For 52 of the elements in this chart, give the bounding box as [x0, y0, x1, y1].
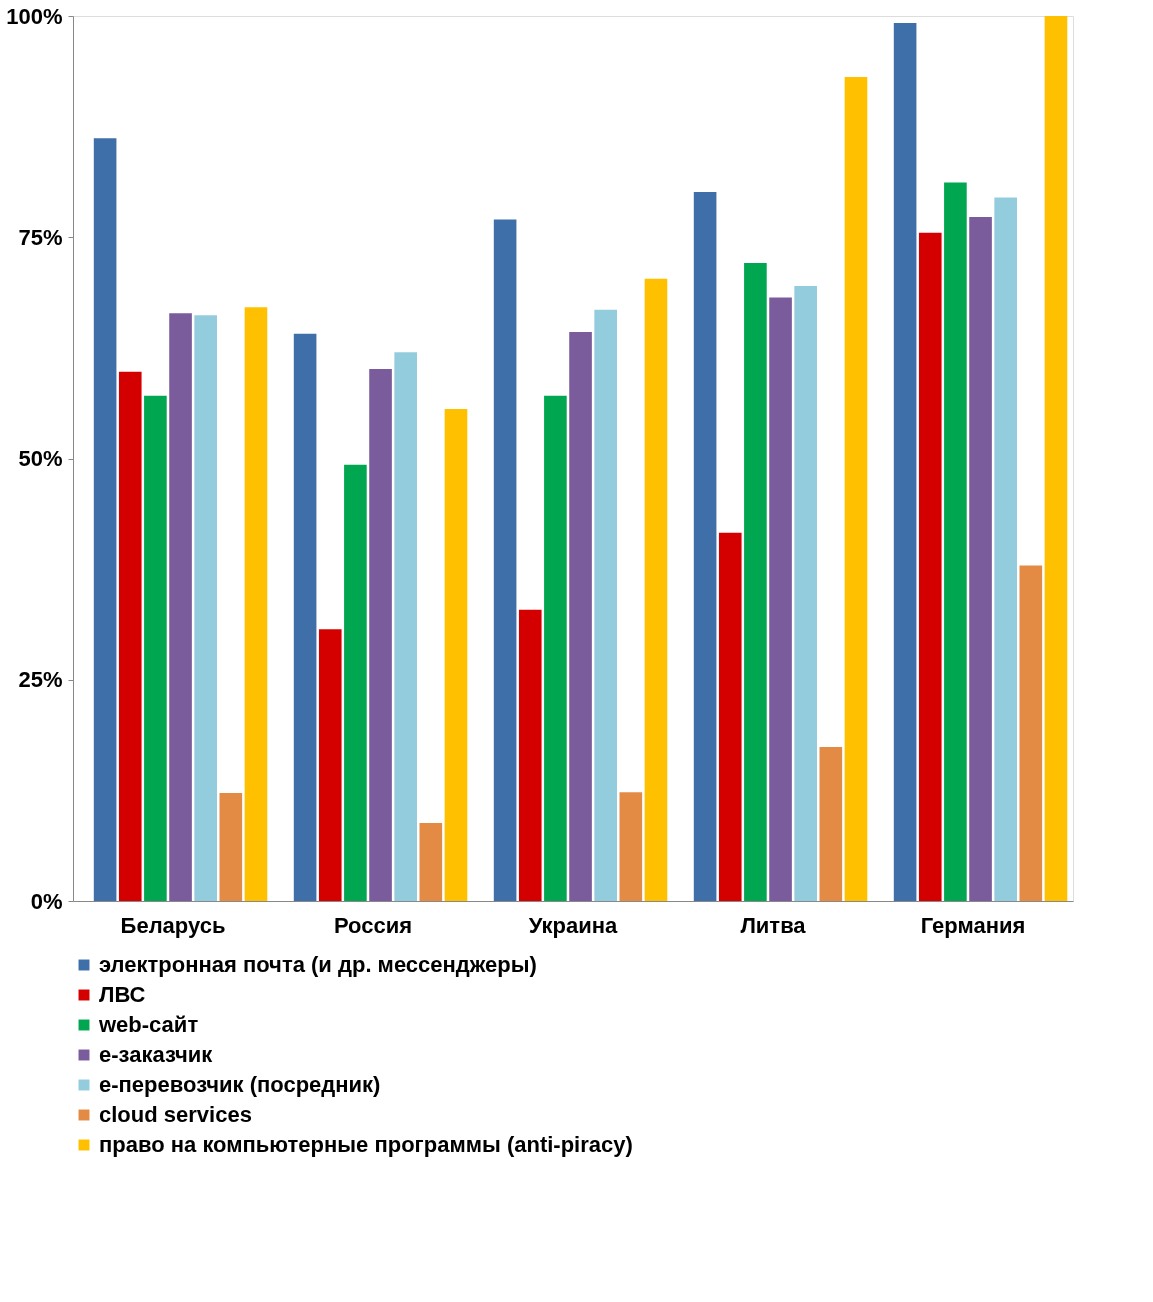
- bar: [969, 216, 992, 901]
- bar: [819, 747, 843, 901]
- bar: [644, 278, 668, 901]
- bar: [144, 395, 167, 901]
- bar: [769, 297, 792, 901]
- bar: [118, 371, 142, 901]
- bar: [619, 792, 643, 901]
- legend-label: е-перевозчик (посредник): [99, 1072, 381, 1097]
- bar: [893, 23, 917, 901]
- x-tick-label: Литва: [740, 912, 807, 938]
- bar: [693, 192, 717, 901]
- legend-label: ЛВС: [99, 982, 146, 1007]
- bar: [594, 309, 617, 901]
- bar: [419, 823, 443, 901]
- bar: [544, 395, 567, 901]
- bar: [718, 532, 742, 901]
- bar: [444, 408, 468, 901]
- bar: [918, 232, 942, 901]
- y-tick-label: 25%: [18, 667, 63, 693]
- bar: [244, 307, 268, 901]
- legend-label: cloud services: [99, 1102, 252, 1127]
- bar: [493, 219, 517, 901]
- y-tick-label: 50%: [18, 446, 63, 471]
- bar: [1019, 565, 1043, 901]
- bar: [93, 138, 117, 901]
- x-tick-label: Украина: [528, 912, 619, 938]
- bar: [394, 352, 417, 901]
- bar: [569, 331, 592, 901]
- bar: [344, 464, 367, 901]
- bar: [518, 609, 542, 901]
- bar: [369, 369, 392, 901]
- bar: [944, 182, 967, 901]
- bar: [794, 285, 817, 901]
- legend-label: е-заказчик: [99, 1042, 214, 1067]
- y-tick-label: 100%: [6, 3, 63, 29]
- x-tick-label: Германия: [920, 912, 1026, 938]
- legend-label: электронная почта (и др. мессенджеры): [99, 952, 537, 977]
- y-tick-label: 75%: [18, 224, 63, 250]
- bar: [1044, 16, 1068, 901]
- legend-label: право на компьютерные программы (anti-piracy): [99, 1132, 633, 1157]
- bar: [293, 333, 317, 901]
- x-tick-label: Беларусь: [120, 912, 226, 938]
- bar: [169, 313, 192, 901]
- bar: [318, 629, 342, 901]
- x-tick-label: Россия: [333, 912, 413, 938]
- bar: [994, 197, 1017, 901]
- bar: [219, 793, 243, 901]
- bar: [744, 262, 767, 901]
- legend-label: web-сайт: [98, 1012, 199, 1037]
- y-tick-label: 0%: [30, 888, 63, 914]
- bar: [194, 315, 217, 901]
- bar: [844, 77, 868, 901]
